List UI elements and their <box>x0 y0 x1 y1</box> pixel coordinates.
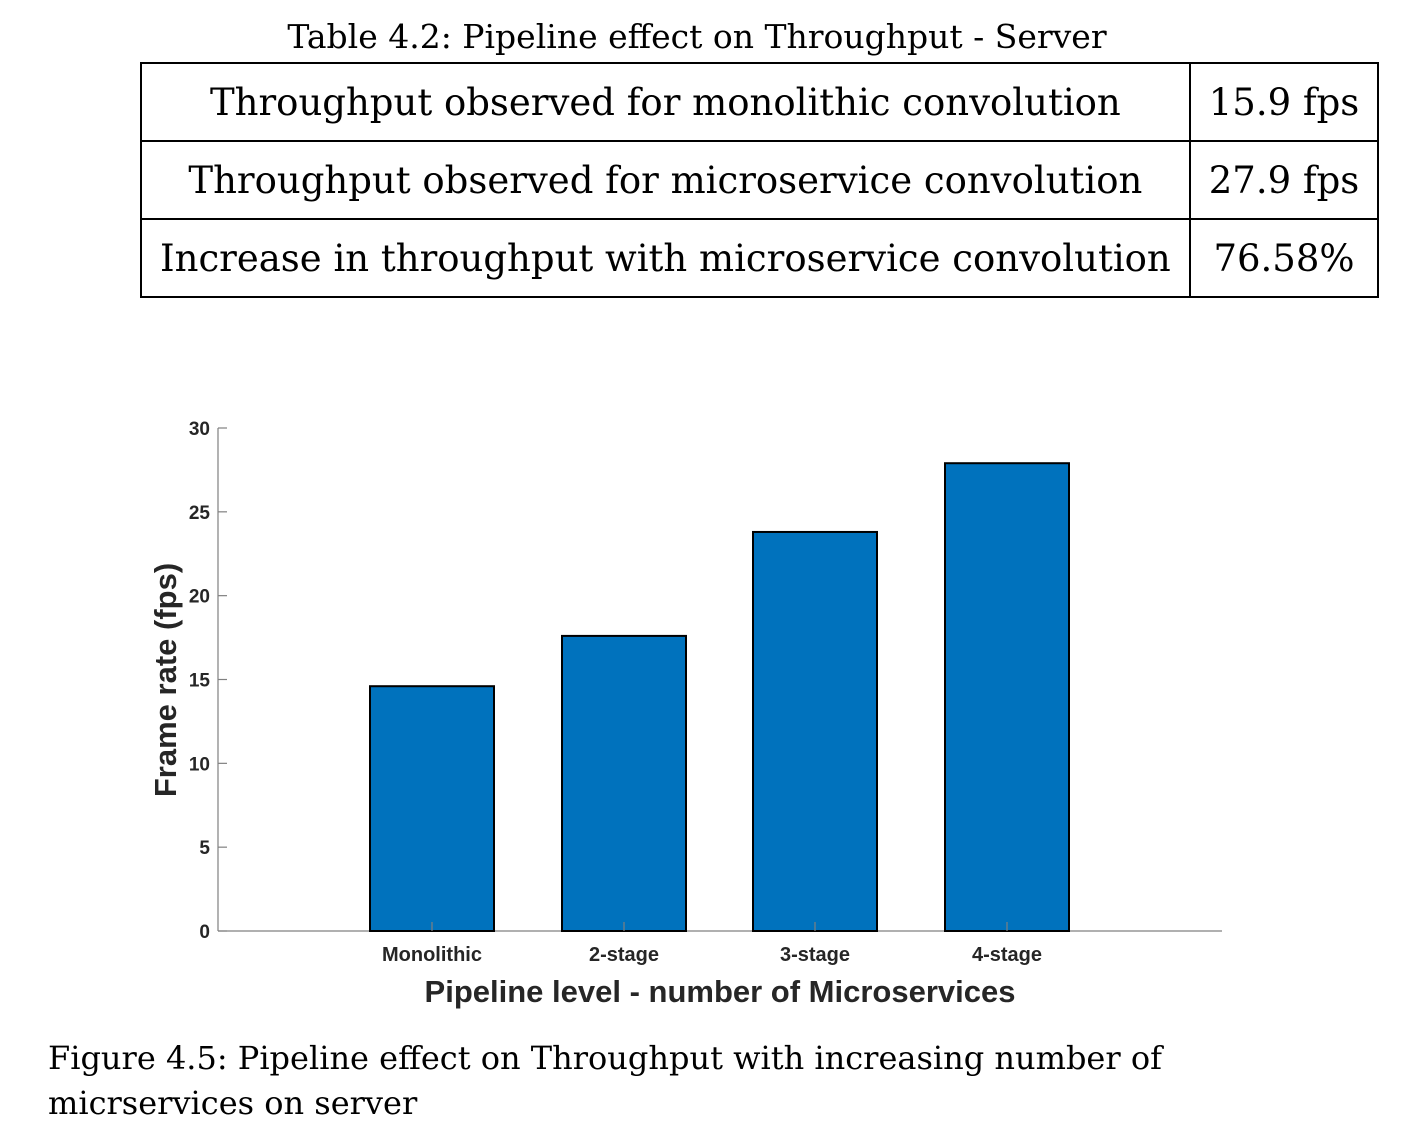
row-label: Throughput observed for monolithic convo… <box>140 62 1191 142</box>
figure-caption: Figure 4.5: Pipeline effect on Throughpu… <box>48 1039 1162 1122</box>
x-tick-label: Monolithic <box>382 944 482 966</box>
y-tick-label: 30 <box>189 419 210 440</box>
bar <box>752 530 878 932</box>
x-tick-label: 2-stage <box>589 944 659 966</box>
row-value: 15.9 fps <box>1188 62 1380 142</box>
row-value: 27.9 fps <box>1188 140 1380 220</box>
y-tick-label: 15 <box>189 671 211 692</box>
row-value: 76.58% <box>1188 218 1380 298</box>
y-tick-label: 0 <box>199 922 210 943</box>
x-axis-title: Pipeline level - number of Microservices <box>425 974 1016 1009</box>
bar <box>561 634 687 932</box>
x-tick-label: 4-stage <box>972 944 1042 966</box>
bar <box>369 685 495 932</box>
table-row: Increase in throughput with microservice… <box>140 218 1380 298</box>
results-table: Throughput observed for monolithic convo… <box>140 62 1380 298</box>
table-row: Throughput observed for microservice con… <box>140 140 1380 220</box>
y-tick-label: 5 <box>199 838 210 859</box>
bar-chart: 0 5 10 15 20 25 30 Monolithic 2-stage 3-stage 4-st… <box>148 419 1222 1009</box>
row-label: Increase in throughput with microservice… <box>140 218 1191 298</box>
row-label: Throughput observed for microservice con… <box>140 140 1191 220</box>
y-tick-label: 20 <box>189 587 210 608</box>
table-caption: Table 4.2: Pipeline effect on Throughput… <box>287 17 1107 56</box>
y-axis-title: Frame rate (fps) <box>148 563 183 797</box>
table-row: Throughput observed for monolithic convo… <box>140 62 1380 142</box>
x-tick-label: 3-stage <box>780 944 850 966</box>
y-tick-label: 25 <box>189 503 211 524</box>
bar <box>944 462 1070 933</box>
y-tick-label: 10 <box>189 754 210 775</box>
